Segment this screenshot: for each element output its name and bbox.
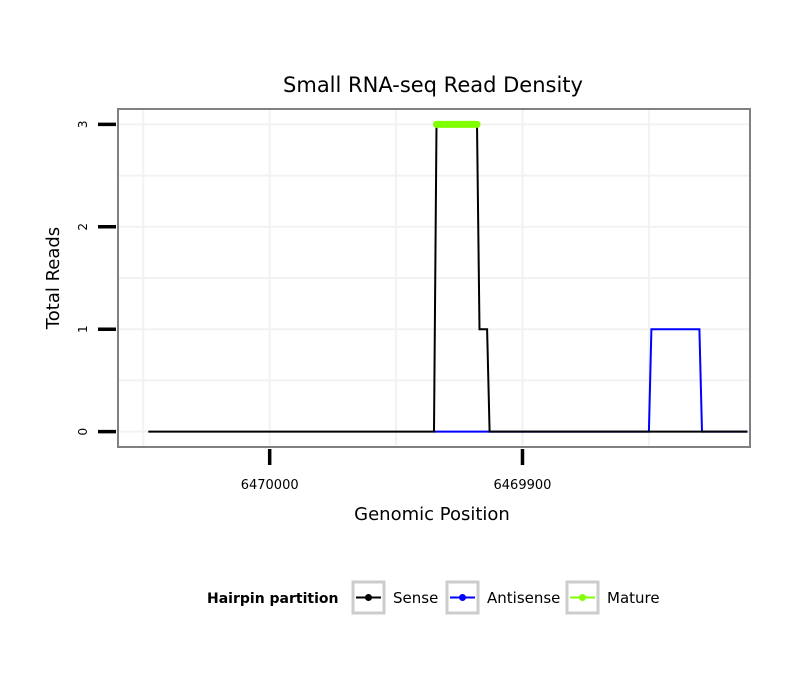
x-tick-label: 6469900	[494, 478, 552, 493]
y-tick-label: 2	[76, 223, 90, 231]
legend-key-point	[579, 594, 586, 601]
legend-item-sense: Sense	[351, 580, 438, 615]
y-tick-label: 3	[76, 121, 90, 129]
y-tick-label: 1	[76, 325, 90, 333]
legend-key-point	[459, 594, 466, 601]
x-axis-label: Genomic Position	[354, 504, 510, 525]
y-tick-label: 0	[76, 428, 90, 436]
legend-label: Antisense	[487, 589, 560, 607]
legend-item-mature: Mature	[565, 580, 660, 615]
chart-title: Small RNA-seq Read Density	[283, 73, 583, 97]
series-line-sense	[148, 123, 748, 433]
legend-item-antisense: Antisense	[445, 580, 560, 615]
series-lines	[148, 120, 748, 433]
legend-label: Sense	[393, 589, 438, 607]
legend: Hairpin partition Sense Antisense Mature	[207, 580, 660, 615]
legend-title: Hairpin partition	[207, 591, 338, 607]
plot-panel-border	[117, 108, 751, 448]
grid-lines	[118, 109, 750, 447]
y-axis-label: Total Reads	[43, 227, 64, 330]
x-axis-ticks: 6470000 6469900	[241, 449, 552, 493]
legend-key-point	[365, 594, 372, 601]
legend-label: Mature	[607, 589, 660, 607]
x-tick-label: 6470000	[241, 478, 299, 493]
y-axis-ticks: 0 1 2 3	[76, 121, 116, 436]
